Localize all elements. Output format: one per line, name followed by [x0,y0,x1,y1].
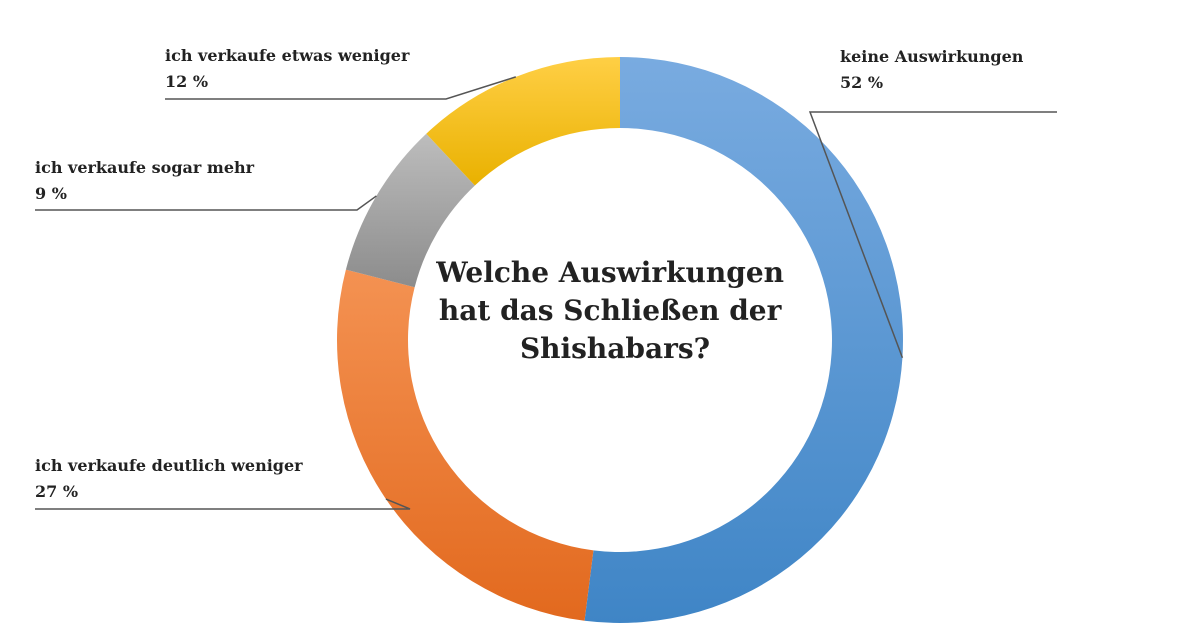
chart-title-line-2: hat das Schließen der [439,294,783,327]
leader-line-1 [808,111,1057,359]
leader-line-2 [35,498,411,510]
donut-slice-4 [426,57,620,186]
slice-label-3: ich verkaufe sogar mehr [35,158,255,177]
slice-value-3: 9 % [35,184,67,203]
donut-slice-2 [337,269,594,621]
leader-line-3 [35,195,377,211]
slice-label-2: ich verkaufe deutlich weniger [35,456,303,475]
slice-value-2: 27 % [35,482,78,501]
donut-slice-3 [345,133,475,288]
chart-slices [337,56,904,623]
slice-label-1: keine Auswirkungen [840,47,1024,66]
leader-lines [35,76,1057,510]
donut-slice-1 [584,56,904,623]
chart-title-line-1: Welche Auswirkungen [435,256,784,289]
slice-value-4: 12 % [165,72,208,91]
leader-line-4 [165,76,517,100]
slice-label-4: ich verkaufe etwas weniger [165,46,410,65]
slice-labels: keine Auswirkungen 52 % ich verkaufe deutl… [35,46,1024,501]
slice-value-1: 52 % [840,73,883,92]
chart-title-line-3: Shishabars? [520,332,710,365]
chart-title: Welche Auswirkungen hat das Schließen de… [435,256,794,365]
